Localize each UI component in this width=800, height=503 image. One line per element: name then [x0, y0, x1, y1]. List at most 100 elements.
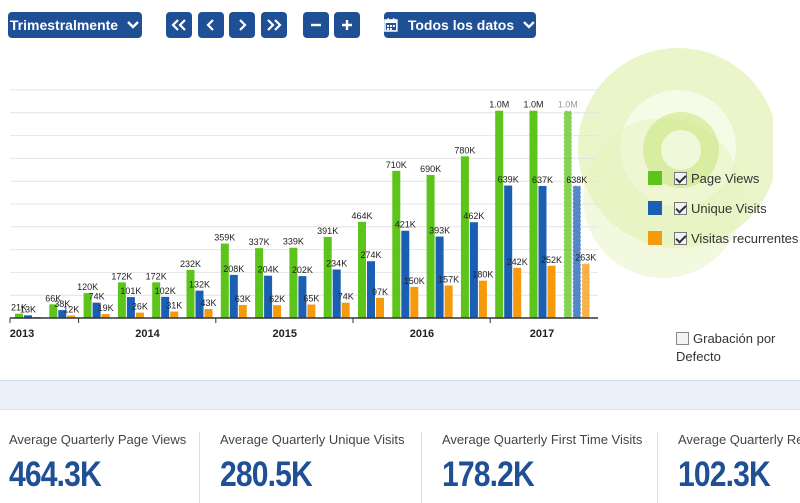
- bar-unique-visits: [435, 236, 444, 318]
- stat-divider: [199, 432, 200, 503]
- data-label: 63K: [235, 294, 251, 304]
- legend-label-page-views: Page Views: [691, 170, 760, 186]
- bar-page-views: [460, 156, 469, 318]
- data-label: 21K: [11, 303, 27, 313]
- bar-visitas-recurrentes: [204, 309, 213, 318]
- bar-visitas-recurrentes: [478, 280, 487, 318]
- data-label: 26K: [132, 302, 148, 312]
- plus-icon: [342, 20, 352, 30]
- stat-label: Average Quarterly Re: [678, 432, 800, 447]
- recording-default-option[interactable]: Grabación por Defecto: [676, 330, 800, 366]
- bar-unique-visits: [469, 222, 478, 318]
- zoom-in-button[interactable]: [334, 12, 360, 38]
- bar-page-views: [426, 174, 435, 318]
- bar-unique-visits: [332, 269, 341, 318]
- data-label: 462K: [463, 211, 484, 221]
- stat-divider: [657, 432, 658, 503]
- bar-visitas-recurrentes: [238, 304, 247, 318]
- data-label: 232K: [180, 259, 201, 269]
- bar-chart: 21K 66K 120K 172K 172K 232K 359K 337K 339K 391K 46…: [9, 89, 598, 340]
- data-label: 1.0M: [523, 100, 543, 110]
- first-page-button[interactable]: [166, 12, 192, 38]
- bar-visitas-recurrentes: [341, 302, 350, 318]
- legend-item-unique-visits[interactable]: Unique Visits: [648, 200, 767, 216]
- legend-item-page-views[interactable]: Page Views: [648, 170, 759, 186]
- data-label: 252K: [541, 255, 562, 265]
- bar-visitas-recurrentes: [307, 304, 316, 318]
- bar-page-views: [83, 293, 92, 318]
- calendar-icon: [384, 18, 398, 32]
- data-label: 208K: [223, 264, 244, 274]
- data-label: 464K: [351, 211, 372, 221]
- zoom-out-button[interactable]: [303, 12, 329, 38]
- legend-checkbox-unique-visits[interactable]: [674, 201, 687, 215]
- bar-unique-visits: [298, 276, 307, 318]
- bar-visitas-recurrentes: [273, 305, 282, 318]
- bar-page-views: [358, 221, 366, 318]
- prev-page-button[interactable]: [198, 12, 224, 38]
- bar-page-views: [152, 282, 161, 318]
- data-label: 150K: [404, 276, 425, 286]
- legend-swatch-page-views: [648, 171, 662, 185]
- bar-page-views: [220, 243, 229, 318]
- legend-checkbox-visitas-recurrentes[interactable]: [674, 231, 687, 245]
- legend-label-visitas-recurrentes: Visitas recurrentes: [691, 230, 799, 246]
- recording-default-label: Grabación por Defecto: [676, 331, 776, 364]
- data-label: 638K: [566, 175, 587, 185]
- data-label: 391K: [317, 226, 338, 236]
- stat-returning-visits: Average Quarterly Re 102.3K: [678, 432, 800, 503]
- chevron-down-icon: [127, 21, 139, 29]
- stat-value: 178.2K: [442, 455, 535, 494]
- data-label: 274K: [360, 250, 381, 260]
- data-label: 780K: [454, 145, 475, 155]
- legend-swatch-unique-visits: [648, 201, 662, 215]
- data-label: 393K: [429, 226, 450, 236]
- data-label: 157K: [438, 274, 459, 284]
- data-label: 263K: [575, 252, 596, 262]
- bar-unique-visits: [538, 185, 547, 318]
- data-label: 690K: [420, 164, 441, 174]
- next-page-button[interactable]: [229, 12, 255, 38]
- bar-page-views: [289, 247, 298, 318]
- bar-visitas-recurrentes: [513, 267, 522, 318]
- bar-page-views: [495, 110, 504, 319]
- data-label: 97K: [372, 287, 388, 297]
- data-label: 13K: [20, 304, 36, 314]
- data-label: 421K: [395, 220, 416, 230]
- x-tick-label: 2017: [530, 328, 554, 340]
- data-label: 204K: [258, 265, 279, 275]
- legend-label-unique-visits: Unique Visits: [691, 200, 767, 216]
- bar-visitas-recurrentes: [101, 314, 110, 318]
- data-label: 132K: [189, 280, 210, 290]
- period-dropdown[interactable]: Trimestralmente: [8, 12, 142, 38]
- date-range-dropdown[interactable]: Todos los datos: [384, 12, 536, 38]
- last-page-button[interactable]: [261, 12, 287, 38]
- data-label: 43K: [200, 298, 216, 308]
- legend-checkbox-page-views[interactable]: [674, 171, 687, 185]
- bar-page-views: [323, 236, 332, 318]
- stat-divider: [421, 432, 422, 503]
- chevron-down-icon: [523, 21, 535, 29]
- bar-visitas-recurrentes: [135, 312, 144, 318]
- legend-item-visitas-recurrentes[interactable]: Visitas recurrentes: [648, 230, 798, 246]
- bar-unique-visits: [195, 290, 204, 318]
- x-tick-label: 2016: [410, 328, 434, 340]
- stat-label: Average Quarterly First Time Visits: [442, 432, 643, 447]
- data-label: 120K: [77, 282, 98, 292]
- bar-page-views: [15, 313, 23, 318]
- data-label: 62K: [269, 294, 285, 304]
- bar-unique-visits: [126, 297, 135, 318]
- data-label: 38K: [54, 299, 70, 309]
- bar-unique-visits: [401, 230, 410, 318]
- legend-swatch-visitas-recurrentes: [648, 231, 662, 245]
- data-label: 639K: [498, 175, 519, 185]
- first-page-icon: [171, 19, 186, 31]
- minus-icon: [311, 23, 321, 27]
- period-dropdown-label: Trimestralmente: [9, 17, 119, 33]
- data-label: 637K: [532, 175, 553, 185]
- data-label: 102K: [155, 286, 176, 296]
- stat-label: Average Quarterly Page Views: [9, 432, 187, 447]
- bar-page-views: [117, 282, 126, 318]
- recording-default-checkbox[interactable]: [676, 332, 689, 345]
- bar-page-views: [563, 110, 573, 319]
